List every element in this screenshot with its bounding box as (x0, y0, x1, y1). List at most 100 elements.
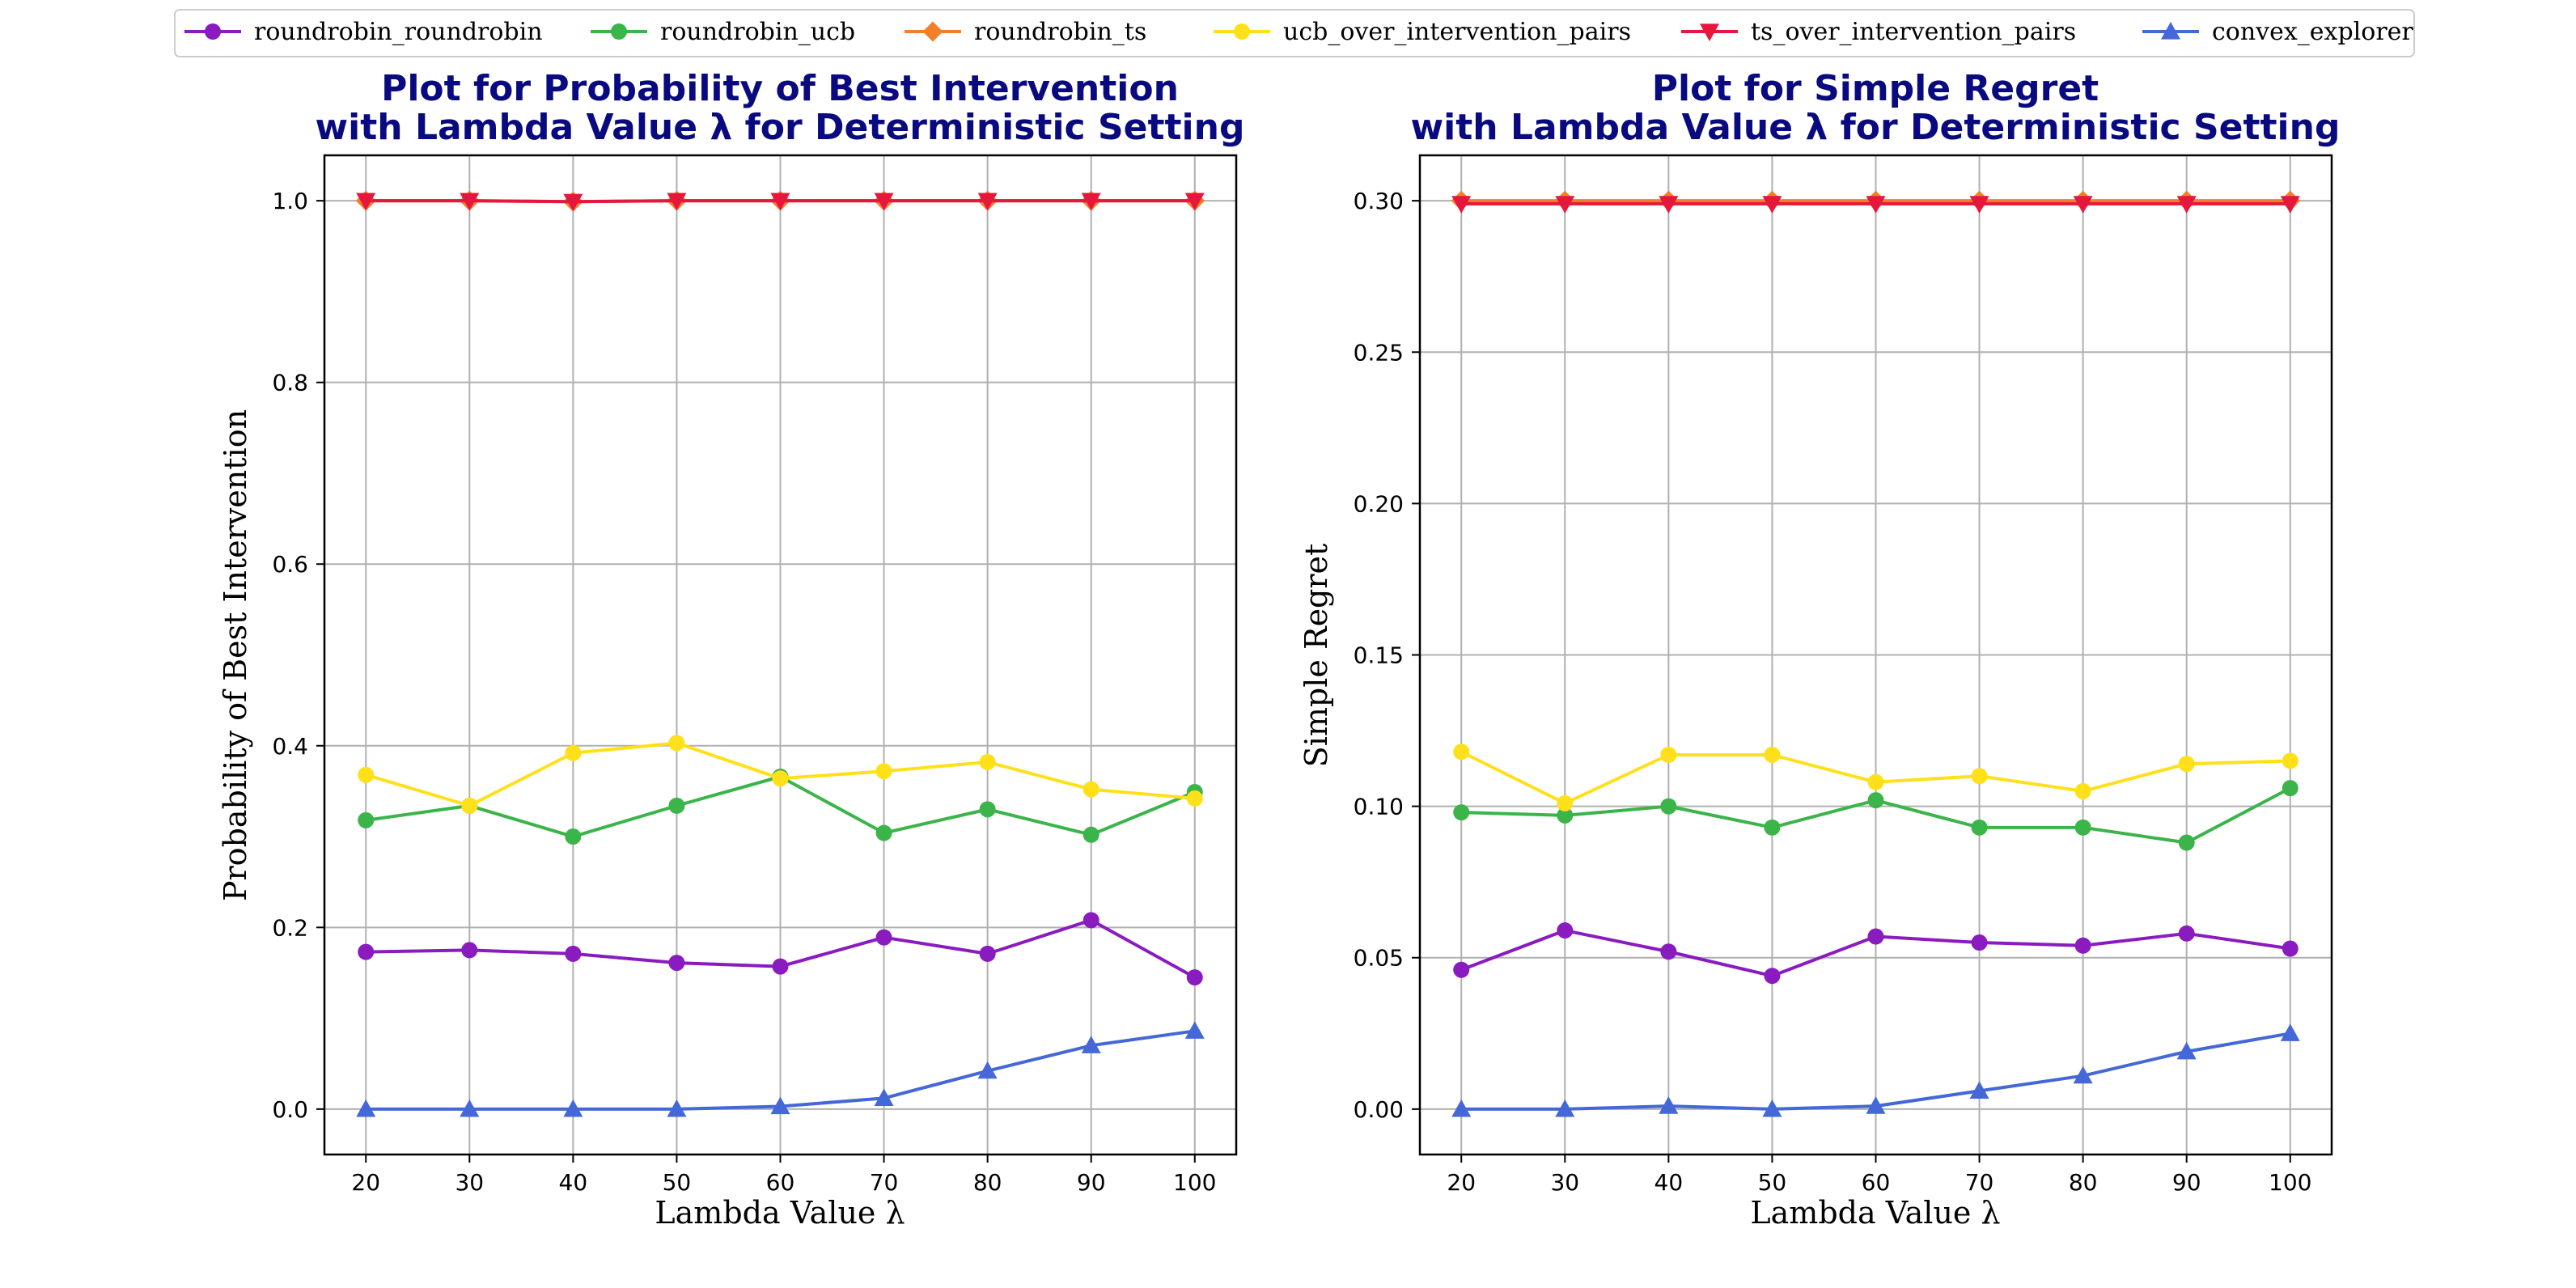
data-point-ucb_over_intervention_pairs (461, 797, 478, 814)
data-point-ts_over_intervention_pairs (563, 193, 583, 212)
data-point-convex_explorer (460, 1099, 480, 1117)
data-point-roundrobin_roundrobin (1083, 912, 1099, 929)
data-point-ts_over_intervention_pairs (1184, 193, 1205, 211)
x-axis-label: Lambda Value λ (655, 1195, 905, 1231)
data-point-roundrobin_roundrobin (2074, 937, 2091, 954)
data-point-ucb_over_intervention_pairs (1867, 773, 1884, 790)
x-tick-label: 60 (1862, 1169, 1891, 1196)
data-point-roundrobin_ucb (358, 811, 375, 828)
data-point-roundrobin_roundrobin (1764, 968, 1781, 985)
y-tick-label: 0.20 (1354, 490, 1404, 517)
data-point-convex_explorer (2280, 1023, 2300, 1041)
data-point-convex_explorer (2073, 1066, 2093, 1084)
data-point-ts_over_intervention_pairs (1866, 196, 1886, 214)
data-point-roundrobin_ucb (1660, 798, 1677, 815)
y-tick-label: 0.4 (272, 733, 308, 760)
x-tick-label: 20 (351, 1169, 380, 1196)
x-tick-label: 70 (1965, 1169, 1994, 1196)
y-tick-label: 0.2 (272, 914, 308, 941)
data-point-convex_explorer (1081, 1036, 1101, 1053)
legend-label: convex_explorer (2212, 18, 2413, 46)
x-tick-label: 90 (2172, 1169, 2201, 1196)
series-ts_over_intervention_pairs (356, 193, 1205, 212)
legend-label: roundrobin_ucb (660, 18, 855, 46)
data-point-roundrobin_ucb (979, 801, 996, 818)
data-point-ucb_over_intervention_pairs (875, 763, 892, 780)
data-point-roundrobin_roundrobin (1660, 943, 1677, 960)
x-tick-label: 20 (1447, 1169, 1476, 1196)
data-point-ucb_over_intervention_pairs (772, 770, 789, 787)
data-point-convex_explorer (1969, 1081, 1989, 1099)
legend: roundrobin_roundrobin roundrobin_ucb round… (174, 9, 2415, 57)
data-point-ucb_over_intervention_pairs (979, 753, 996, 770)
series-convex_explorer (1451, 1023, 2300, 1117)
data-point-roundrobin_ucb (875, 824, 892, 841)
data-point-roundrobin_ucb (1764, 819, 1781, 836)
x-tick-label: 30 (1550, 1169, 1579, 1196)
data-point-ucb_over_intervention_pairs (1083, 781, 1099, 798)
series-ucb_over_intervention_pairs (358, 735, 1203, 814)
x-tick-label: 80 (973, 1169, 1002, 1196)
y-tick-label: 1.0 (272, 188, 308, 214)
data-point-roundrobin_roundrobin (1971, 934, 1988, 951)
series-roundrobin_roundrobin (358, 912, 1203, 986)
data-point-ts_over_intervention_pairs (1555, 196, 1575, 214)
data-point-roundrobin_roundrobin (1453, 961, 1470, 978)
data-point-roundrobin_ucb (1453, 804, 1470, 821)
data-point-ts_over_intervention_pairs (2176, 196, 2197, 214)
data-point-roundrobin_roundrobin (461, 942, 478, 959)
data-point-ts_over_intervention_pairs (2280, 196, 2300, 214)
y-axis-label: Probability of Best Intervention (218, 409, 253, 901)
data-point-convex_explorer (1866, 1096, 1886, 1114)
data-point-ts_over_intervention_pairs (1659, 196, 1679, 214)
x-tick-label: 50 (1758, 1169, 1787, 1196)
data-point-roundrobin_roundrobin (1557, 922, 1574, 939)
legend-label: ucb_over_intervention_pairs (1283, 18, 1631, 46)
data-point-roundrobin_roundrobin (979, 945, 996, 962)
data-point-roundrobin_ucb (668, 797, 685, 814)
x-tick-label: 90 (1077, 1169, 1106, 1196)
data-point-convex_explorer (1762, 1099, 1782, 1117)
data-point-ts_over_intervention_pairs (1081, 193, 1101, 211)
legend-label: ts_over_intervention_pairs (1751, 18, 2076, 46)
legend-marker-roundrobin_ts (922, 21, 943, 42)
x-tick-label: 40 (559, 1169, 588, 1196)
data-point-roundrobin_ucb (2282, 780, 2298, 797)
data-point-roundrobin_roundrobin (668, 955, 685, 972)
data-point-roundrobin_ucb (2074, 819, 2091, 836)
y-tick-label: 0.30 (1354, 188, 1404, 214)
data-point-roundrobin_ucb (2178, 834, 2195, 851)
x-tick-label: 50 (663, 1169, 692, 1196)
data-point-ucb_over_intervention_pairs (2074, 782, 2091, 799)
data-point-convex_explorer (667, 1099, 687, 1117)
y-tick-label: 0.8 (272, 370, 308, 396)
data-point-ts_over_intervention_pairs (977, 193, 998, 211)
y-tick-label: 0.15 (1354, 642, 1404, 669)
data-point-roundrobin_roundrobin (772, 958, 789, 975)
data-point-convex_explorer (563, 1099, 583, 1117)
x-tick-label: 60 (766, 1169, 795, 1196)
plot-title-line: with Lambda Value λ for Deterministic Se… (316, 107, 1245, 148)
data-point-ts_over_intervention_pairs (667, 193, 687, 211)
legend-label: roundrobin_ts (974, 18, 1146, 46)
data-point-ucb_over_intervention_pairs (1453, 744, 1470, 761)
x-tick-label: 70 (870, 1169, 899, 1196)
data-point-ts_over_intervention_pairs (874, 193, 894, 211)
data-point-ucb_over_intervention_pairs (2282, 752, 2298, 769)
data-point-roundrobin_ucb (565, 828, 582, 845)
data-point-ts_over_intervention_pairs (1762, 196, 1782, 214)
data-point-roundrobin_roundrobin (565, 945, 582, 962)
x-tick-label: 30 (455, 1169, 484, 1196)
data-point-ucb_over_intervention_pairs (2178, 756, 2195, 773)
data-point-roundrobin_ucb (1867, 792, 1884, 809)
x-tick-label: 40 (1654, 1169, 1684, 1196)
y-axis-label: Simple Regret (1299, 544, 1334, 768)
legend-frame (174, 9, 2415, 57)
data-point-convex_explorer (1184, 1021, 1205, 1039)
legend-marker-roundrobin_ucb (611, 23, 627, 40)
x-axis-label: Lambda Value λ (1750, 1195, 2000, 1231)
data-point-ts_over_intervention_pairs (1969, 196, 1989, 214)
data-point-roundrobin_ucb (1971, 819, 1988, 836)
y-tick-label: 0.0 (272, 1096, 308, 1123)
